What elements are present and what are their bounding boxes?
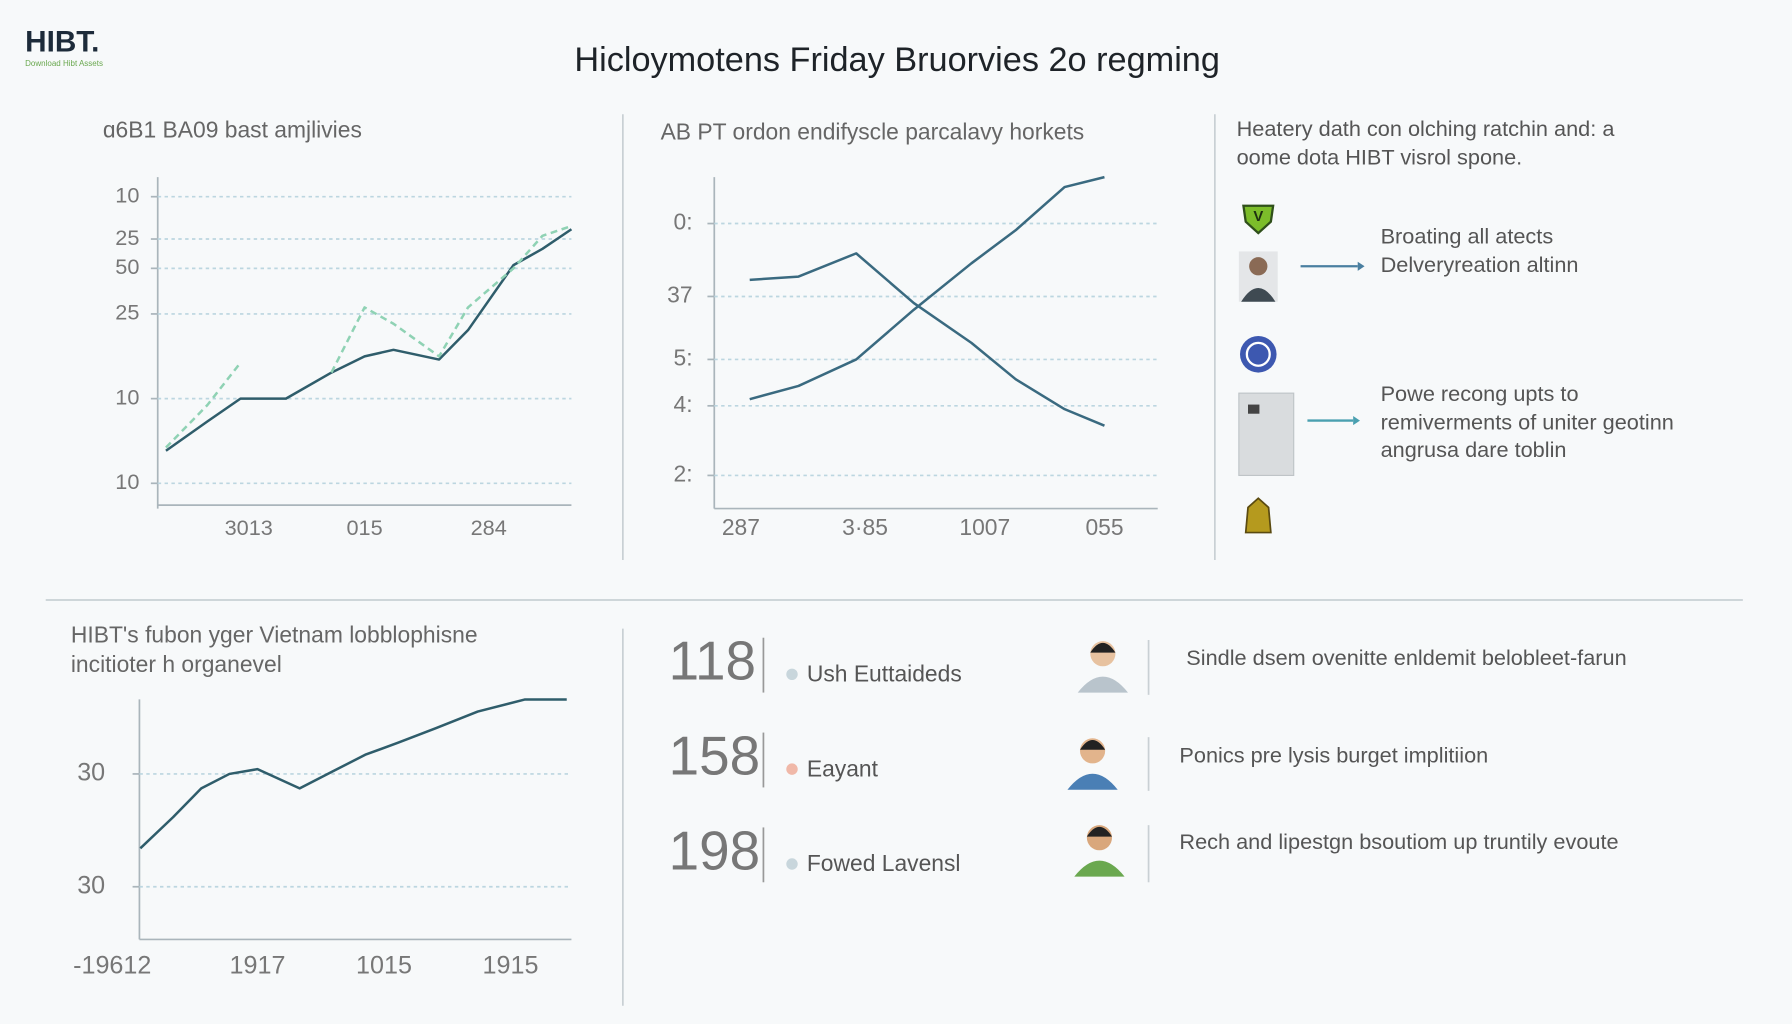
x-tick-label: 3·85 (842, 514, 888, 540)
people: Sindle dsem ovenitte enldemit belobleet-… (1067, 641, 1627, 877)
x-tick-label: 3013 (225, 515, 273, 540)
y-tick-label: 10 (115, 469, 139, 494)
x-tick-label: 1917 (230, 951, 286, 979)
icon-glyph: V (1253, 209, 1263, 225)
y-tick-label: 2: (674, 460, 693, 486)
person-text: Ponics pre lysis burget implitiion (1179, 742, 1488, 767)
avatar-hair (1080, 740, 1106, 750)
stat-value: 158 (669, 724, 761, 786)
y-tick-label: 10 (115, 182, 139, 207)
line-series (749, 175, 1105, 401)
x-tick-label: 284 (471, 515, 507, 540)
stat-label: Ush Euttaideds (807, 660, 962, 686)
avatar-body (1077, 676, 1128, 693)
arrow-head (1357, 261, 1365, 271)
logo: HIBT. (25, 25, 99, 58)
chart-title-box: HIBT's fubon yger Vietnam lobblophisne i… (70, 622, 478, 678)
coin-ring (1245, 341, 1271, 367)
avatar-hair (1090, 642, 1116, 653)
shield-icon (1242, 204, 1275, 235)
coin-icon (1240, 336, 1277, 373)
line-series (749, 252, 1105, 427)
stats: 118 Ush Euttaideds 158 Eayant 198 Fowed Laven… (669, 630, 962, 883)
x-tick-label: 1007 (959, 514, 1010, 540)
info-item: Powe recong upts to remiverments of unit… (1380, 382, 1674, 464)
charts: 10 25 50 25 10 10 3013 015 284 0: 37 5: 4: 2: 287 3·85 1… (73, 175, 1158, 979)
y-tick-label: 30 (77, 759, 105, 787)
info-text: Heatery dath con olching ratchin and: a … (1236, 117, 1615, 170)
badge-icon (1244, 497, 1272, 534)
x-tick-label: 1015 (356, 951, 412, 979)
bullet (786, 858, 798, 870)
avatar-head (1249, 257, 1268, 276)
y-tick-label: 30 (77, 871, 105, 899)
x-tick-label: 287 (722, 514, 760, 540)
bullet (786, 668, 798, 680)
chart-title: HIBT's fubon yger Vietnam lobblophisne i… (70, 622, 478, 678)
x-tick-label: 015 (346, 515, 382, 540)
y-tick-label: 25 (115, 300, 139, 325)
arrow-head (1353, 416, 1360, 426)
avatar-body (1067, 773, 1118, 790)
device-icon (1238, 392, 1295, 476)
y-tick-label: 50 (115, 254, 139, 279)
stat-label: Eayant (807, 755, 879, 781)
person-text: Sindle dsem ovenitte enldemit belobleet-… (1186, 645, 1626, 670)
y-tick-label: 4: (674, 391, 693, 417)
y-tick-label: 10 (115, 384, 139, 409)
stat-label: Fowed Lavensl (807, 850, 961, 876)
info-item-box: Powe recong upts to remiverments of unit… (1380, 382, 1674, 464)
chart-title: ɑ6B1 BA09 bast amjlivies (103, 116, 362, 142)
info-text-box: Heatery dath con olching ratchin and: a … (1236, 117, 1615, 170)
y-tick-label: 5: (674, 344, 693, 370)
device-detail (1248, 404, 1260, 414)
x-tick-label: 1915 (483, 951, 539, 979)
info-item: Broating all atects Delveryreation altin… (1380, 225, 1579, 278)
avatar-body (1074, 860, 1125, 877)
stat-value: 118 (669, 630, 756, 692)
line-series (165, 224, 572, 449)
info-item-box: Broating all atects Delveryreation altin… (1380, 225, 1579, 278)
page-title: Hicloymotens Friday Bruorvies 2o regming (574, 41, 1220, 79)
chart-title: AB PT ordon endifyscle parcalavy horkets (661, 119, 1085, 145)
avatar-body (1241, 288, 1276, 302)
y-tick-label: 25 (115, 225, 139, 250)
bullet (786, 763, 798, 775)
x-tick-label: -19612 (73, 951, 151, 979)
y-tick-label: 0: (674, 209, 693, 235)
avatar-hair (1086, 826, 1112, 837)
stat-value: 198 (669, 819, 761, 881)
logo-tagline: Download Hibt Assets (25, 59, 103, 68)
y-tick-label: 37 (667, 281, 692, 307)
x-tick-label: 055 (1085, 514, 1123, 540)
line-series (139, 698, 567, 850)
person-text: Rech and lipestgn bsoutiom up truntily e… (1179, 829, 1618, 854)
axes (138, 177, 1158, 941)
